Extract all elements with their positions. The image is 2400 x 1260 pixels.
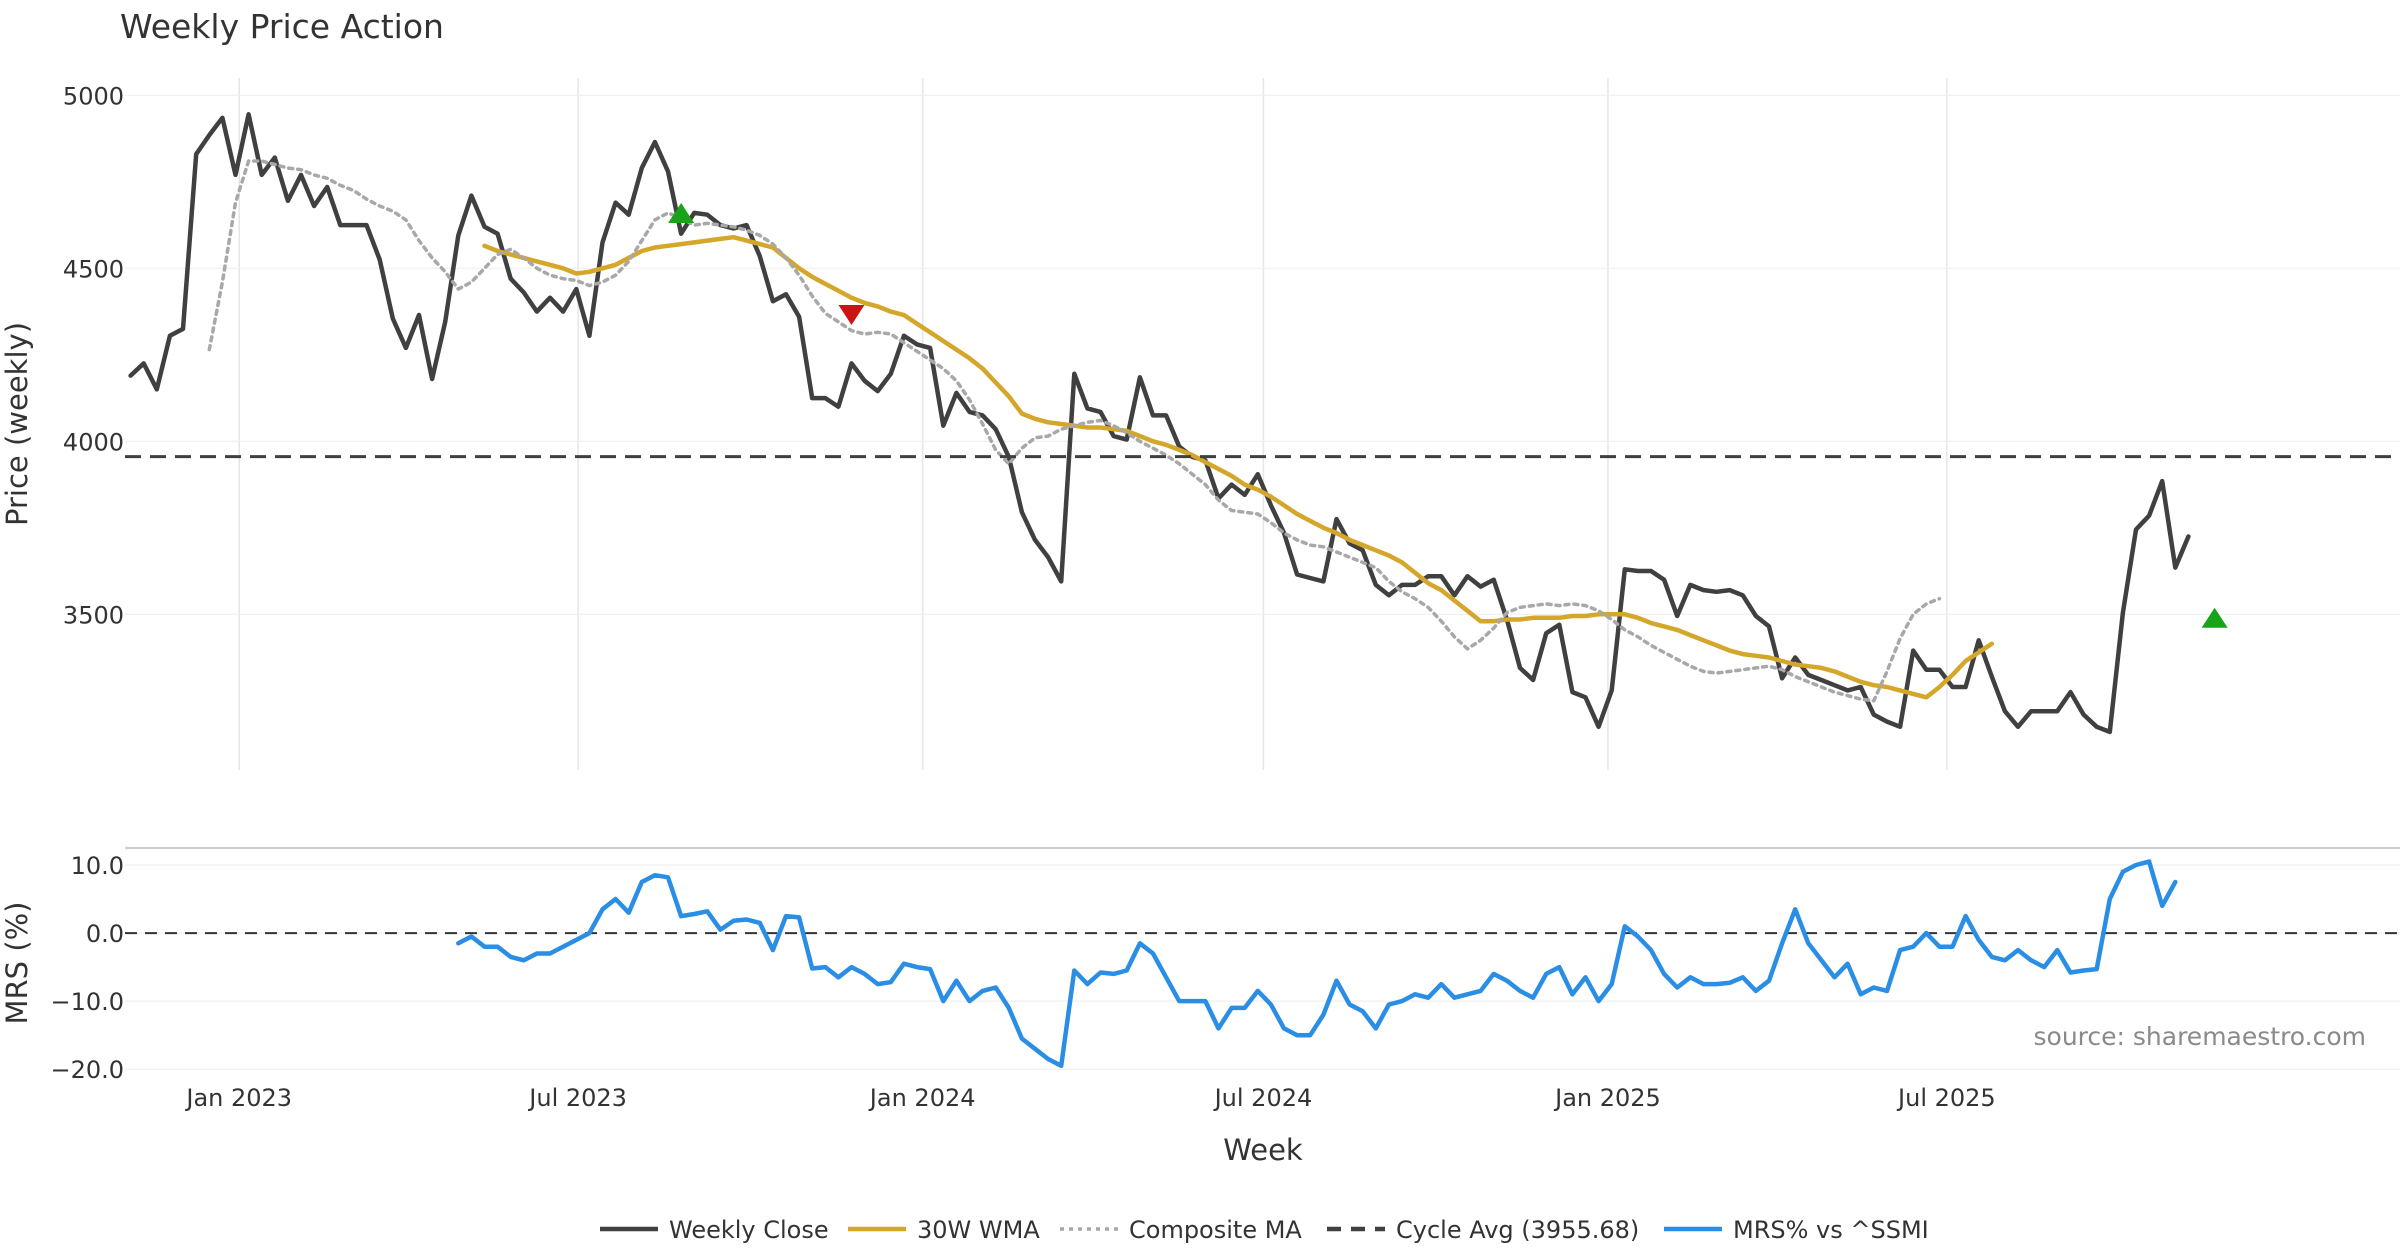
buy-signal-marker — [2201, 607, 2228, 628]
x-tick-label: Jan 2024 — [868, 1084, 976, 1112]
chart-title: Weekly Price Action — [120, 7, 444, 46]
legend: Weekly Close 30W WMA Composite MA Cycle Avg… — [600, 1216, 1929, 1244]
sell-signal-marker — [838, 305, 865, 326]
source-note: source: sharemaestro.com — [2034, 1022, 2367, 1051]
x-tick-label: Jan 2023 — [184, 1084, 292, 1112]
legend-label-cycle-avg-3955-68: Cycle Avg (3955.68) — [1396, 1216, 1639, 1244]
price-y-axis-label: Price (weekly) — [0, 322, 34, 526]
legend-label-30w-wma: 30W WMA — [917, 1216, 1040, 1244]
x-tick-label: Jul 2023 — [527, 1084, 627, 1112]
price-y-tick-label: 5000 — [63, 82, 124, 110]
legend-label-mrs-vs-ssmi: MRS% vs ^SSMI — [1733, 1216, 1929, 1244]
x-tick-label: Jul 2024 — [1213, 1084, 1313, 1112]
mrs-y-tick-label: 0.0 — [86, 920, 124, 948]
buy-signal-marker — [668, 202, 695, 223]
x-tick-label: Jul 2025 — [1896, 1084, 1996, 1112]
weekly-close-line — [128, 112, 2191, 735]
mrs-y-tick-label: 10.0 — [71, 852, 124, 880]
price-y-tick-label: 4500 — [63, 255, 124, 283]
composite-ma-line — [207, 159, 1942, 703]
legend-label-composite-ma: Composite MA — [1129, 1216, 1302, 1244]
x-tick-label: Jan 2025 — [1553, 1084, 1661, 1112]
price-panel: Weekly Price Action 3500 4000 4500 5000 Price… — [0, 7, 2400, 770]
mrs-vs-ssmi-line — [456, 859, 2178, 1069]
legend-label-weekly-close: Weekly Close — [669, 1216, 829, 1244]
x-axis-label: Week — [1223, 1133, 1303, 1167]
mrs-y-axis-label: MRS (%) — [0, 902, 34, 1025]
30w-wma-line — [482, 234, 1995, 700]
mrs-panel: 10.0 0.0 −10.0 −20.0 MRS (%) source: sharemae… — [0, 847, 2400, 1167]
mrs-y-tick-label: −10.0 — [50, 988, 124, 1016]
price-y-tick-label: 3500 — [63, 601, 124, 629]
mrs-y-tick-label: −20.0 — [50, 1056, 124, 1084]
price-y-tick-label: 4000 — [63, 428, 124, 456]
